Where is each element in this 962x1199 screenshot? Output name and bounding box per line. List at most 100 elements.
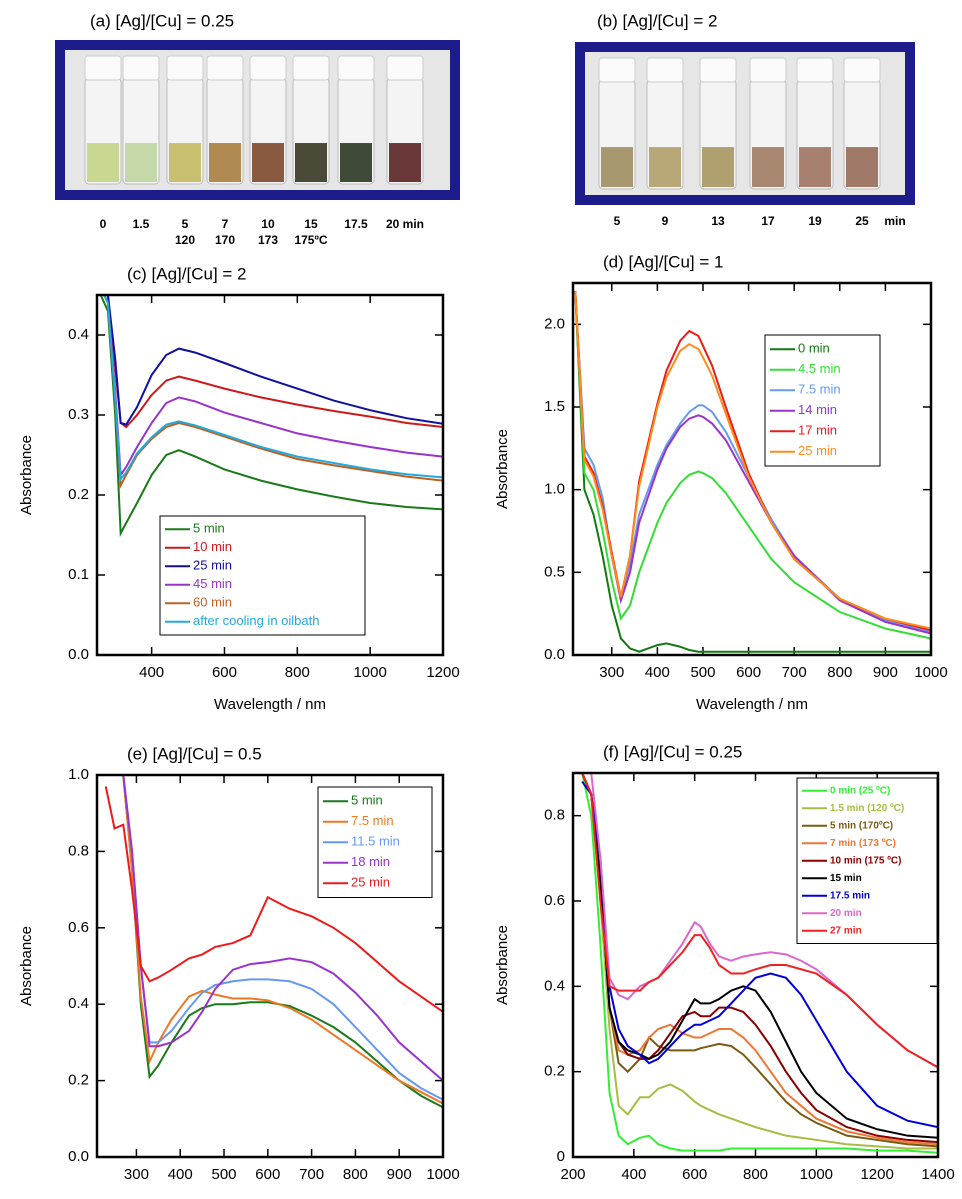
y-axis-label: Absorbance bbox=[18, 926, 35, 1006]
legend-label: 45 min bbox=[193, 576, 232, 591]
legend-box bbox=[764, 334, 881, 467]
vial-liquid bbox=[702, 147, 734, 187]
temperature-label: 175ºC bbox=[294, 233, 327, 247]
plot-frame bbox=[571, 281, 933, 657]
vial-liquid bbox=[125, 143, 157, 182]
series-line bbox=[99, 295, 443, 538]
y-tick-label: 0.6 bbox=[68, 919, 89, 936]
y-tick-label: 0.1 bbox=[68, 566, 89, 583]
series-line bbox=[581, 773, 938, 1148]
legend-box bbox=[159, 515, 366, 636]
y-axis-label: Absorbance bbox=[494, 925, 511, 1005]
plot-frame bbox=[571, 771, 940, 1159]
y-tick-label: 0.8 bbox=[68, 842, 89, 859]
legend-label: 7.5 min bbox=[798, 382, 841, 397]
x-tick-label: 700 bbox=[299, 1166, 324, 1183]
legend-label: 18 min bbox=[351, 854, 390, 869]
series-line bbox=[106, 295, 443, 429]
time-label: 17 bbox=[761, 214, 775, 228]
x-tick-label: 500 bbox=[211, 1166, 236, 1183]
series-line bbox=[574, 291, 931, 630]
legend-label: 11.5 min bbox=[351, 834, 400, 849]
vial-cap bbox=[843, 57, 881, 83]
y-tick-label: 0.0 bbox=[68, 1148, 89, 1165]
x-tick-label: 1200 bbox=[860, 1166, 893, 1183]
vial-cap bbox=[598, 57, 636, 83]
time-label: 1.5 bbox=[133, 217, 150, 231]
chart-title: (f) [Ag]/[Cu] = 0.25 bbox=[603, 742, 742, 761]
y-tick-label: 0 bbox=[557, 1148, 565, 1165]
legend-label: 15 min bbox=[830, 873, 862, 884]
vial-cap bbox=[84, 55, 122, 81]
series-line bbox=[581, 780, 938, 1129]
x-tick-label: 600 bbox=[682, 1166, 707, 1183]
x-tick-label: 800 bbox=[343, 1166, 368, 1183]
y-tick-label: 0.6 bbox=[544, 892, 565, 909]
x-tick-label: 600 bbox=[212, 664, 237, 681]
x-tick-label: 800 bbox=[827, 664, 852, 681]
vial-cap bbox=[249, 55, 287, 81]
legend-label: 25 min bbox=[351, 875, 390, 890]
y-tick-label: 1.0 bbox=[544, 481, 565, 498]
vial-liquid bbox=[169, 143, 201, 182]
x-tick-label: 300 bbox=[124, 1166, 149, 1183]
vial-liquid bbox=[252, 143, 284, 182]
y-tick-label: 2.0 bbox=[544, 315, 565, 332]
time-label: 20 min bbox=[386, 217, 424, 231]
legend-label: 10 min bbox=[193, 539, 232, 554]
vial-cap bbox=[646, 57, 684, 83]
x-tick-label: 700 bbox=[782, 664, 807, 681]
y-axis-label: Absorbance bbox=[18, 435, 35, 515]
x-tick-label: 1200 bbox=[426, 664, 459, 681]
legend-label: 20 min bbox=[830, 908, 862, 919]
legend-label: 7.5 min bbox=[351, 813, 394, 828]
plot-area bbox=[574, 291, 931, 653]
x-tick-label: 600 bbox=[736, 664, 761, 681]
vial-liquid bbox=[340, 143, 372, 182]
legend-label: 4.5 min bbox=[798, 361, 841, 376]
x-tick-label: 200 bbox=[560, 1166, 585, 1183]
legend-label: 14 min bbox=[798, 402, 837, 417]
series-line bbox=[574, 291, 931, 640]
y-tick-label: 0.4 bbox=[68, 326, 89, 343]
vial-liquid bbox=[209, 143, 241, 182]
series-line bbox=[581, 773, 938, 1146]
x-tick-label: 300 bbox=[599, 664, 624, 681]
time-label: 7 bbox=[222, 217, 229, 231]
series-line bbox=[582, 773, 938, 1069]
plot-frame bbox=[95, 773, 445, 1159]
legend-box bbox=[317, 786, 433, 898]
legend-label: 7 min (173 ºC) bbox=[830, 838, 896, 849]
temperature-label: 173 bbox=[258, 233, 278, 247]
legend-label: 1.5 min (120 ºC) bbox=[830, 803, 904, 814]
legend-label: after cooling in oilbath bbox=[193, 613, 319, 628]
x-axis-label: Wavelength / nm bbox=[700, 1198, 812, 1199]
plot-area bbox=[104, 775, 443, 1109]
x-axis-label: Wavelength / nm bbox=[214, 696, 326, 713]
legend-label: 25 min bbox=[798, 443, 837, 458]
time-label: 25 bbox=[855, 214, 869, 228]
y-tick-label: 0.2 bbox=[68, 1072, 89, 1089]
panel-title: (a) [Ag]/[Cu] = 0.25 bbox=[90, 11, 234, 30]
chart-title: (e) [Ag]/[Cu] = 0.5 bbox=[127, 744, 262, 763]
vial-liquid bbox=[799, 147, 831, 187]
y-tick-label: 0.0 bbox=[68, 646, 89, 663]
vial-cap bbox=[337, 55, 375, 81]
legend-label: 60 min bbox=[193, 595, 232, 610]
vial-cap bbox=[166, 55, 204, 81]
time-label: 17.5 bbox=[344, 217, 368, 231]
series-line bbox=[103, 295, 443, 482]
legend-label: 5 min (170ºC) bbox=[830, 820, 893, 831]
time-label: 9 bbox=[662, 214, 669, 228]
legend-label: 5 min bbox=[351, 793, 383, 808]
time-label: 19 bbox=[808, 214, 822, 228]
chart-title: (c) [Ag]/[Cu] = 2 bbox=[127, 264, 247, 283]
x-axis-label: Wavelength / nm bbox=[696, 696, 808, 713]
x-tick-label: 400 bbox=[168, 1166, 193, 1183]
legend-label: 10 min (175 ºC) bbox=[830, 855, 901, 866]
x-tick-label: 1000 bbox=[353, 664, 386, 681]
legend-label: 17 min bbox=[798, 423, 837, 438]
y-tick-label: 1.5 bbox=[544, 398, 565, 415]
vial-cap bbox=[699, 57, 737, 83]
